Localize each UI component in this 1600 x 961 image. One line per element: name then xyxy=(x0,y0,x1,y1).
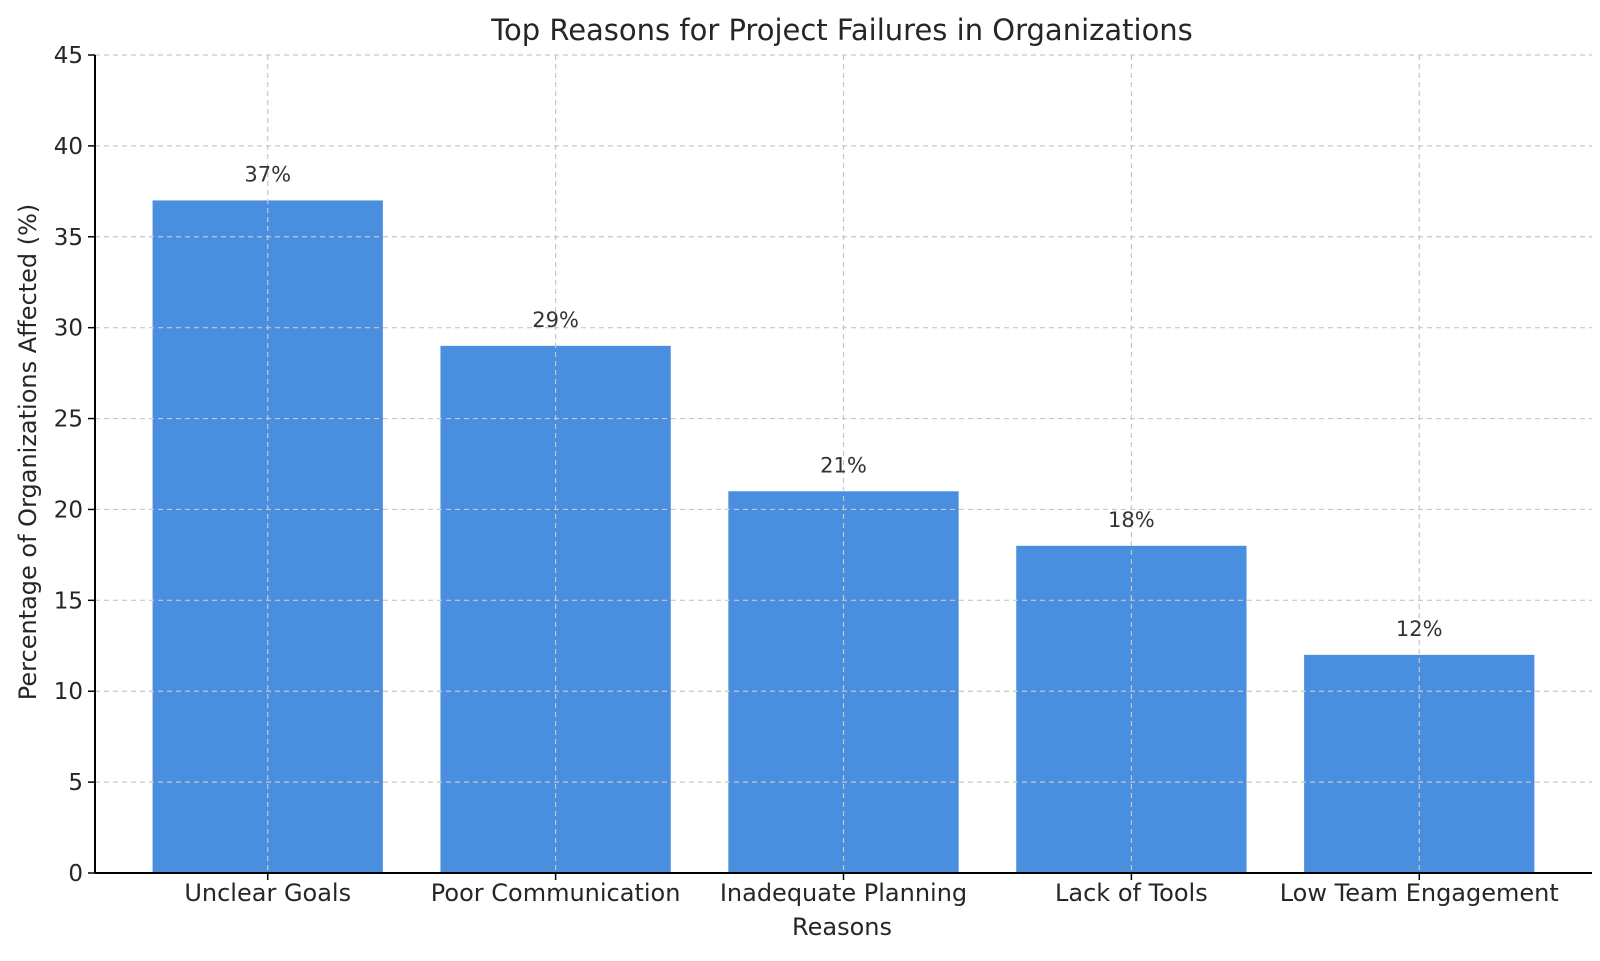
x-tick-label: Unclear Goals xyxy=(184,879,351,907)
value-label: 18% xyxy=(1108,508,1155,532)
x-ticks: Unclear Goals Poor Communication Inadequat… xyxy=(184,873,1559,907)
y-ticks: 0 5 10 15 20 25 30 35 40 45 xyxy=(54,43,95,887)
value-label: 21% xyxy=(820,453,867,477)
y-tick-label: 20 xyxy=(54,497,83,523)
y-tick-label: 5 xyxy=(68,770,83,796)
value-label: 37% xyxy=(244,162,291,186)
y-tick-label: 25 xyxy=(54,407,83,433)
x-tick-label: Poor Communication xyxy=(431,879,681,907)
y-tick-label: 35 xyxy=(54,225,83,251)
value-labels: 37% 29% 21% 18% 12% xyxy=(244,162,1442,640)
y-tick-label: 30 xyxy=(54,316,83,342)
y-axis-title: Percentage of Organizations Affected (%) xyxy=(14,204,42,700)
grid xyxy=(95,54,1592,873)
x-tick-label: Inadequate Planning xyxy=(720,879,967,907)
value-label: 29% xyxy=(532,308,579,332)
y-tick-label: 15 xyxy=(54,588,83,614)
y-tick-label: 45 xyxy=(54,43,83,69)
y-tick-label: 0 xyxy=(68,861,83,887)
chart-title: Top Reasons for Project Failures in Orga… xyxy=(490,13,1193,47)
x-tick-label: Lack of Tools xyxy=(1055,879,1208,907)
x-tick-label: Low Team Engagement xyxy=(1280,879,1559,907)
value-label: 12% xyxy=(1396,617,1443,641)
y-tick-label: 10 xyxy=(54,679,83,705)
y-tick-label: 40 xyxy=(54,134,83,160)
x-axis-title: Reasons xyxy=(792,913,892,941)
